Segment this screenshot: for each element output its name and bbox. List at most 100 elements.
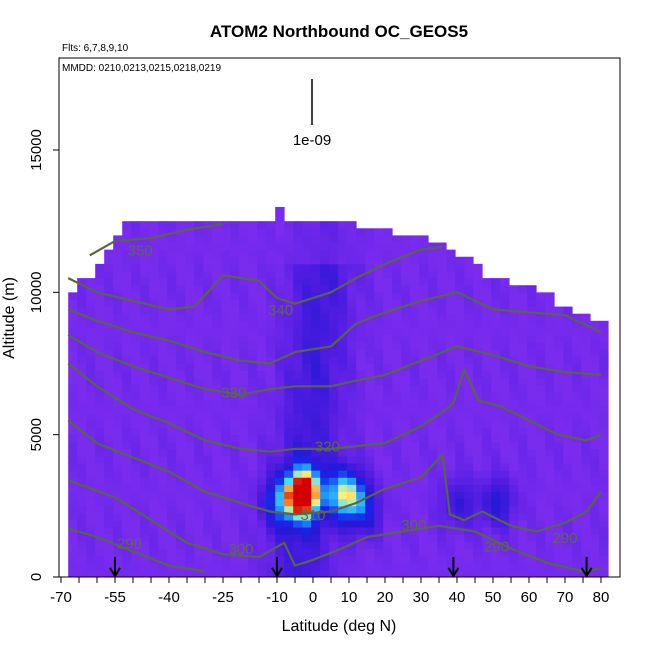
heat-cell: [140, 548, 150, 557]
x-tick-label: 80: [593, 589, 610, 606]
heat-cell: [482, 463, 492, 471]
heat-cell: [185, 363, 195, 372]
heat-cell: [194, 562, 204, 571]
heat-cell: [77, 477, 87, 485]
heat-cell: [536, 491, 546, 500]
heat-cell: [581, 399, 591, 407]
heat-cell: [329, 349, 339, 357]
heat-cell: [275, 569, 285, 578]
heat-cell: [563, 420, 573, 428]
heat-cell: [365, 335, 375, 343]
heat-cell: [464, 441, 474, 450]
heat-cell: [500, 527, 510, 535]
heat-cell: [581, 520, 591, 528]
heat-cell: [302, 406, 312, 414]
heat-cell: [509, 349, 519, 357]
heat-cell: [185, 249, 195, 258]
contour-line: [67, 334, 602, 396]
heat-cell: [500, 413, 510, 421]
heat-cell: [536, 520, 546, 528]
heat-cell: [491, 363, 501, 372]
heat-cell: [509, 335, 519, 343]
heat-cell: [194, 228, 204, 236]
heat-cell: [437, 527, 447, 535]
heat-cell: [275, 313, 285, 322]
heat-cell: [77, 342, 87, 350]
heat-cell: [545, 306, 555, 315]
heat-cell: [140, 313, 150, 322]
heat-cell: [311, 562, 321, 571]
heat-cell: [176, 427, 186, 436]
heat-cell: [464, 491, 474, 500]
heat-cell: [365, 391, 375, 400]
heat-cell: [347, 242, 357, 251]
heat-cell: [347, 498, 357, 507]
heat-cell: [230, 228, 240, 236]
contour-line: [67, 245, 443, 311]
heat-cell: [257, 399, 267, 407]
heat-cell: [473, 520, 483, 528]
heat-cell: [365, 299, 375, 307]
heat-cell: [140, 406, 150, 414]
heat-cell: [248, 320, 258, 329]
heat-cell: [257, 278, 267, 286]
heat-cell: [518, 335, 528, 343]
heat-cell: [77, 505, 87, 514]
heat-cell: [347, 569, 357, 578]
heat-cell: [356, 235, 366, 243]
heat-cell: [392, 406, 402, 414]
heat-cell: [446, 512, 456, 521]
heat-cell: [185, 256, 195, 265]
heat-cell: [293, 548, 303, 557]
heat-cell: [257, 534, 267, 542]
profile-arrow-head: [580, 567, 593, 578]
heat-cell: [527, 541, 537, 549]
heat-cell: [122, 512, 132, 521]
heat-cell: [401, 327, 411, 336]
heat-cell: [491, 520, 501, 528]
heat-cell: [230, 306, 240, 315]
heat-cell: [428, 270, 438, 279]
heat-cell: [203, 527, 213, 535]
heat-cell: [140, 377, 150, 386]
heat-cell: [464, 555, 474, 564]
heat-cell: [437, 327, 447, 336]
heat-cell: [509, 441, 519, 450]
heat-cell: [392, 377, 402, 386]
heat-cell: [275, 299, 285, 307]
heat-cell: [77, 363, 87, 372]
heat-cell: [455, 263, 465, 272]
heat-cell: [149, 441, 159, 450]
heat-cell: [482, 441, 492, 450]
heat-cell: [275, 391, 285, 400]
heat-cell: [77, 541, 87, 549]
heat-cell: [230, 249, 240, 258]
heat-cell: [122, 548, 132, 557]
heat-cell: [248, 335, 258, 343]
heat-cell: [320, 235, 330, 243]
heat-cell: [590, 477, 600, 485]
heat-cell: [464, 292, 474, 300]
heat-cell: [104, 434, 114, 443]
heat-cell: [446, 249, 456, 258]
heat-cell: [428, 520, 438, 528]
heat-cell: [365, 349, 375, 357]
heat-cell: [392, 356, 402, 364]
heat-cell: [275, 249, 285, 258]
heat-cell: [176, 456, 186, 464]
heat-cell: [446, 456, 456, 464]
heat-cell: [131, 349, 141, 357]
heat-cell: [275, 221, 285, 229]
heat-cell: [302, 548, 312, 557]
heat-cell: [563, 406, 573, 414]
heat-cell: [320, 263, 330, 272]
heat-cell: [455, 484, 465, 492]
heat-cell: [311, 520, 321, 528]
heat-cell: [185, 370, 195, 379]
heat-cell: [320, 484, 330, 492]
heat-cell: [302, 349, 312, 357]
heat-cell: [239, 534, 249, 542]
heat-cell: [77, 413, 87, 421]
heat-cell: [185, 327, 195, 336]
heat-cell: [392, 512, 402, 521]
